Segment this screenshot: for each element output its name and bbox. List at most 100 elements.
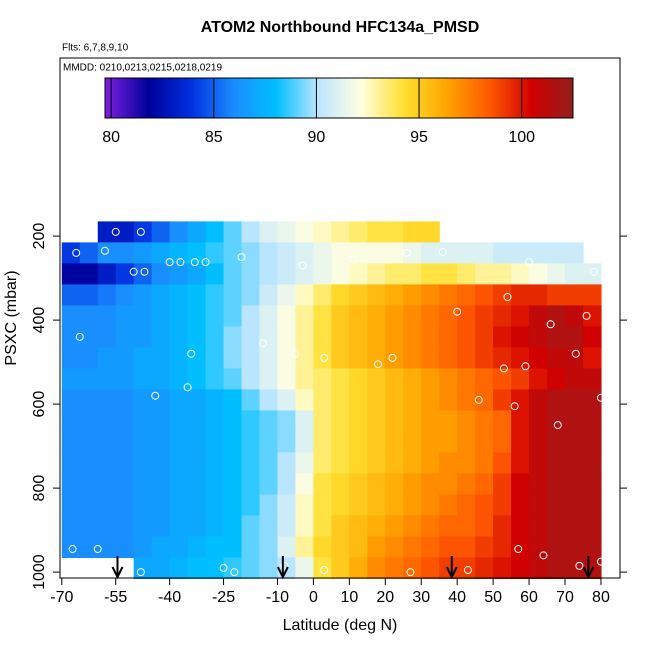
heat-cell — [475, 305, 494, 328]
heat-cell — [493, 389, 512, 412]
observation-point — [183, 383, 192, 392]
heat-cell — [61, 284, 81, 306]
observation-point — [93, 545, 102, 554]
heat-cell — [187, 494, 207, 517]
colorbar-swatch — [263, 78, 266, 118]
heat-cell — [511, 494, 530, 517]
colorbar-swatch — [121, 78, 124, 118]
heat-cell — [367, 431, 386, 454]
heat-cell — [277, 494, 297, 517]
x-tick-label: 50 — [484, 589, 502, 606]
heat-cell — [385, 410, 404, 433]
x-tick-label: -40 — [158, 589, 181, 606]
colorbar-swatch — [299, 78, 302, 118]
heat-cell — [511, 431, 530, 454]
heat-cell — [79, 494, 99, 517]
x-tick-label: 30 — [412, 589, 430, 606]
heat-cell — [205, 473, 225, 496]
heat-cell — [403, 368, 422, 391]
heat-cell — [493, 326, 512, 349]
heat-cell — [439, 494, 458, 517]
heat-cell — [133, 242, 153, 264]
colorbar-swatch — [377, 78, 380, 118]
heat-cell — [187, 431, 207, 454]
colorbar-swatch — [383, 78, 386, 118]
heat-cell — [151, 221, 171, 243]
heat-cell — [511, 242, 530, 264]
heat-cell — [511, 347, 530, 370]
heat-cell — [349, 263, 368, 285]
colorbar-swatch — [127, 78, 130, 118]
heat-cell — [295, 494, 315, 517]
heat-cell — [313, 494, 332, 517]
heat-cell — [385, 326, 404, 349]
colorbar-swatch — [345, 78, 348, 118]
heat-cell — [205, 347, 225, 370]
colorbar-swatch — [189, 78, 192, 118]
heat-cell — [547, 431, 566, 454]
colorbar-swatch — [359, 78, 362, 118]
heat-cell — [475, 494, 494, 517]
heat-cell — [349, 536, 368, 559]
heat-cell — [403, 410, 422, 433]
heat-cell — [457, 326, 476, 349]
heat-cell — [385, 452, 404, 475]
colorbar-swatch — [175, 78, 178, 118]
heat-cell — [439, 452, 458, 475]
heat-cell — [331, 557, 350, 580]
colorbar-swatch — [149, 78, 152, 118]
observation-point — [219, 563, 228, 572]
heat-cell — [565, 389, 584, 412]
heat-cell — [241, 389, 261, 412]
heat-cell — [367, 473, 386, 496]
heat-cell — [151, 515, 171, 538]
heat-cell — [475, 431, 494, 454]
colorbar-swatch — [361, 78, 364, 118]
heat-cell — [259, 494, 279, 517]
heat-cell — [331, 368, 350, 391]
colorbar-swatch — [161, 78, 164, 118]
heat-cell — [349, 389, 368, 412]
colorbar-swatch — [181, 78, 184, 118]
heat-cell — [582, 305, 602, 328]
heat-cell — [403, 557, 422, 580]
heat-cell — [61, 410, 81, 433]
heat-cell — [241, 242, 261, 264]
heat-cell — [367, 242, 386, 264]
heat-cell — [313, 473, 332, 496]
heat-cell — [205, 242, 225, 264]
colorbar-swatch — [519, 78, 522, 118]
colorbar-swatch — [557, 78, 560, 118]
heat-cell — [79, 452, 99, 475]
colorbar-swatch — [215, 78, 218, 118]
colorbar-swatch — [397, 78, 400, 118]
heat-cell — [367, 536, 386, 559]
heat-cell — [79, 284, 99, 306]
colorbar-swatch — [481, 78, 484, 118]
colorbar-swatch — [505, 78, 508, 118]
heat-cell — [187, 410, 207, 433]
heat-cell — [61, 263, 81, 285]
observation-point — [406, 568, 415, 577]
colorbar-swatch — [165, 78, 168, 118]
heat-cell — [331, 515, 350, 538]
heat-cell — [61, 305, 81, 328]
colorbar-tick-label: 90 — [308, 129, 326, 146]
colorbar-swatch — [395, 78, 398, 118]
heat-cell — [187, 368, 207, 391]
colorbar-swatch — [445, 78, 448, 118]
heat-cell — [457, 242, 476, 264]
colorbar-swatch — [155, 78, 158, 118]
heat-cell — [169, 536, 189, 559]
heat-cell — [259, 242, 279, 264]
colorbar-swatch — [141, 78, 144, 118]
heat-cell — [259, 305, 279, 328]
heat-cell — [187, 557, 207, 580]
heat-cell — [421, 515, 440, 538]
heat-cell — [223, 410, 243, 433]
colorbar-swatch — [325, 78, 328, 118]
heat-cell — [277, 473, 297, 496]
heat-cell — [403, 326, 422, 349]
heat-cell — [169, 515, 189, 538]
colorbar-swatch — [171, 78, 174, 118]
